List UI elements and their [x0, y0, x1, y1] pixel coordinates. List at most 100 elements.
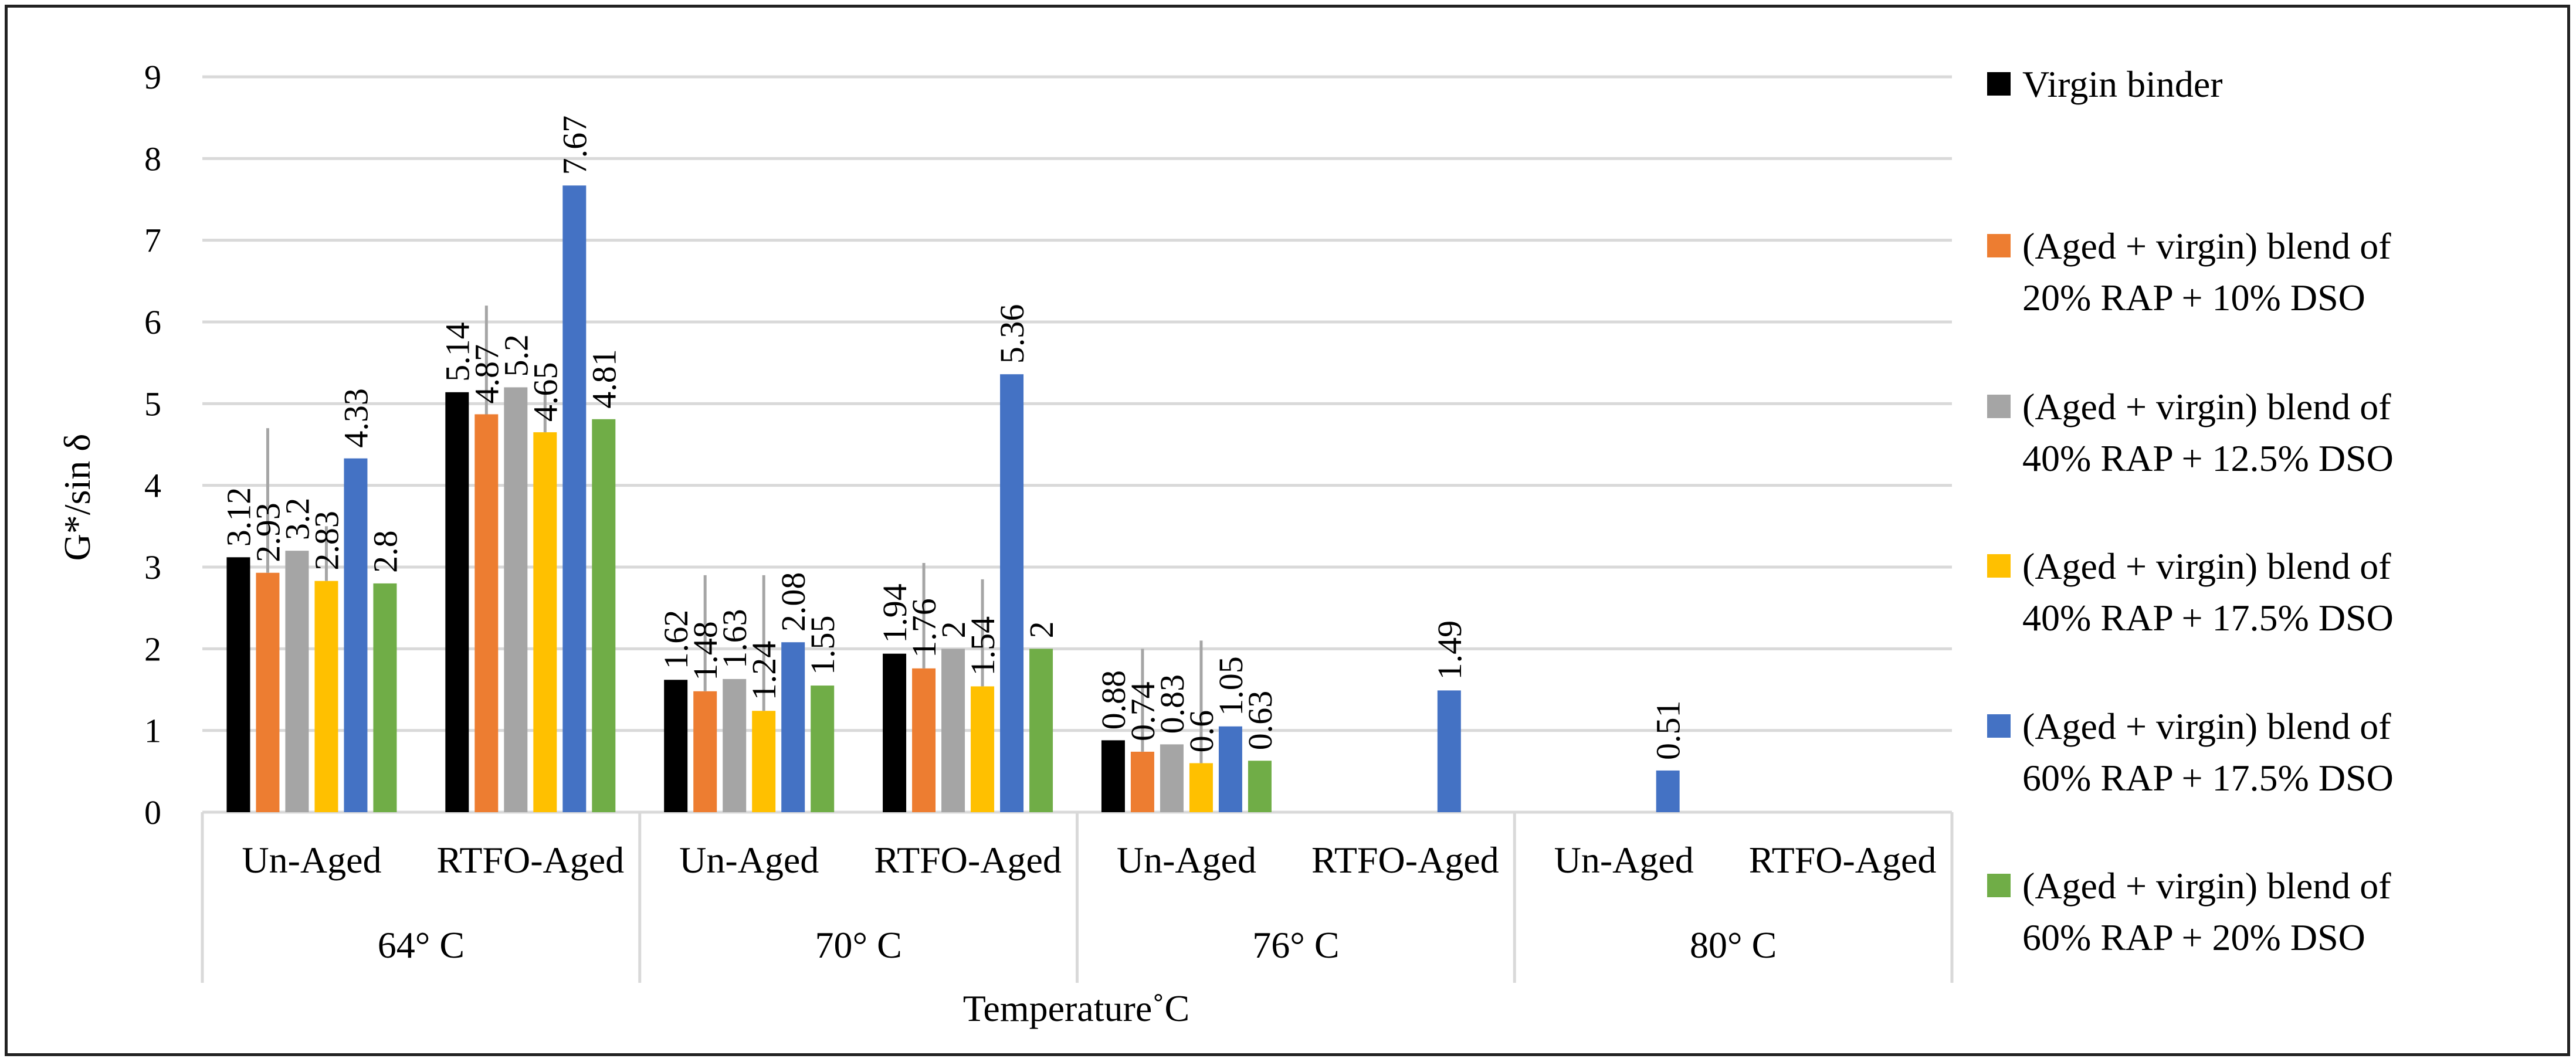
- data-label: 7.67: [555, 116, 594, 175]
- data-label: 5.36: [993, 304, 1031, 364]
- bar: [723, 678, 747, 812]
- bar: [1130, 751, 1154, 812]
- y-tick-label: 4: [144, 467, 161, 505]
- x-tick-label: Un-Aged: [1554, 839, 1694, 881]
- x-axis-title: Temperature˚C: [963, 988, 1189, 1029]
- bar: [781, 642, 805, 812]
- data-label: 2.83: [307, 511, 345, 571]
- data-label: 1.62: [657, 610, 695, 670]
- data-label: 0.83: [1153, 674, 1191, 734]
- y-tick-label: 7: [144, 222, 161, 260]
- legend-swatch: [1987, 874, 2011, 897]
- y-tick-label: 9: [144, 58, 161, 96]
- chart-frame: 0 1 2 3 4 5 6 7 8 9 Un-Aged RTFO-Aged Un-Aged RTFO-Ag…: [5, 5, 2570, 1056]
- data-label: 1.24: [745, 641, 783, 701]
- bar: [1000, 374, 1024, 812]
- bar: [1101, 740, 1125, 812]
- y-tick-label: 1: [144, 712, 161, 750]
- group-label: 70° C: [815, 924, 901, 966]
- bar: [256, 572, 280, 812]
- x-tick-label: Un-Aged: [679, 839, 819, 881]
- x-tick-label: RTFO-Aged: [1311, 839, 1499, 881]
- group-label: 64° C: [378, 924, 465, 966]
- data-label: 0.6: [1182, 710, 1221, 753]
- bar: [373, 583, 397, 812]
- bar: [1218, 726, 1242, 812]
- legend-label: Virgin binder: [2022, 63, 2223, 105]
- data-label: 1.54: [964, 616, 1002, 676]
- data-label: 0.74: [1124, 681, 1162, 741]
- data-label: 1.05: [1212, 656, 1250, 716]
- data-label: 5.2: [497, 334, 535, 377]
- bar: [445, 392, 469, 812]
- legend-swatch: [1987, 714, 2011, 738]
- bar: [693, 691, 717, 812]
- chart-svg: 0 1 2 3 4 5 6 7 8 9 Un-Aged RTFO-Aged Un-Aged RTFO-Ag…: [56, 58, 2394, 1029]
- bar: [533, 432, 557, 812]
- bar: [1029, 649, 1053, 812]
- bar: [664, 680, 688, 812]
- legend-label: 40% RAP + 17.5% DSO: [2022, 597, 2394, 639]
- bar: [1248, 761, 1272, 812]
- x-tick-label: RTFO-Aged: [1749, 839, 1937, 881]
- bar: [592, 419, 616, 812]
- data-label: 4.33: [337, 388, 375, 448]
- legend-label: 20% RAP + 10% DSO: [2022, 277, 2365, 318]
- data-label: 3.12: [219, 487, 257, 547]
- bars: [226, 185, 1680, 812]
- legend-label: (Aged + virgin) blend of: [2022, 865, 2391, 907]
- data-label: 4.87: [467, 344, 506, 404]
- legend-label: (Aged + virgin) blend of: [2022, 545, 2391, 587]
- y-tick-label: 8: [144, 140, 161, 178]
- bar: [752, 711, 776, 812]
- x-tick-label: Un-Aged: [242, 839, 381, 881]
- bar: [941, 649, 965, 812]
- legend: Virgin binder (Aged + virgin) blend of 20%…: [1987, 63, 2394, 958]
- x-tick-label: RTFO-Aged: [874, 839, 1062, 881]
- legend-swatch: [1987, 395, 2011, 418]
- error-bars: [266, 306, 1203, 764]
- bar: [1437, 690, 1461, 812]
- legend-label: (Aged + virgin) blend of: [2022, 705, 2391, 747]
- data-label: 0.51: [1649, 700, 1687, 760]
- bar: [562, 185, 587, 812]
- y-tick-label: 2: [144, 630, 161, 668]
- bar: [474, 414, 499, 812]
- legend-swatch: [1987, 234, 2011, 257]
- data-label: 2: [1022, 621, 1060, 638]
- data-label: 1.55: [804, 616, 842, 676]
- bar: [226, 557, 250, 812]
- bar: [912, 668, 936, 812]
- data-label: 2.08: [774, 572, 812, 632]
- data-label: 2.93: [249, 503, 287, 562]
- legend-label: 60% RAP + 17.5% DSO: [2022, 757, 2394, 799]
- bar: [811, 686, 835, 812]
- bar: [1160, 744, 1184, 812]
- legend-label: 60% RAP + 20% DSO: [2022, 917, 2365, 958]
- y-tick-label: 5: [144, 385, 161, 423]
- data-label: 1.49: [1431, 620, 1469, 680]
- bar: [1656, 770, 1680, 812]
- data-label: 1.94: [876, 583, 914, 643]
- x-tick-label: Un-Aged: [1117, 839, 1256, 881]
- data-label: 4.65: [526, 362, 564, 422]
- data-label: 2: [934, 621, 972, 638]
- x-tick-label: RTFO-Aged: [436, 839, 624, 881]
- data-label: 2.8: [366, 530, 404, 573]
- data-label: 1.63: [716, 609, 754, 669]
- bar: [883, 653, 907, 812]
- legend-swatch: [1987, 72, 2011, 96]
- data-label: 1.48: [686, 621, 724, 681]
- bar: [1189, 763, 1213, 812]
- data-label: 1.76: [905, 598, 943, 658]
- bar: [314, 581, 338, 812]
- legend-label: (Aged + virgin) blend of: [2022, 386, 2391, 427]
- data-label: 4.81: [585, 349, 623, 409]
- y-tick-label: 6: [144, 303, 161, 341]
- y-axis-title: G*/sin δ: [56, 434, 98, 561]
- data-labels: 3.12 5.14 1.62 1.94 0.88 2.93 4.87 1.48 1.76 0.74…: [219, 116, 1687, 760]
- legend-label: (Aged + virgin) blend of: [2022, 225, 2391, 267]
- y-tick-label: 3: [144, 548, 161, 586]
- bar: [971, 686, 995, 812]
- data-label: 0.63: [1241, 691, 1279, 751]
